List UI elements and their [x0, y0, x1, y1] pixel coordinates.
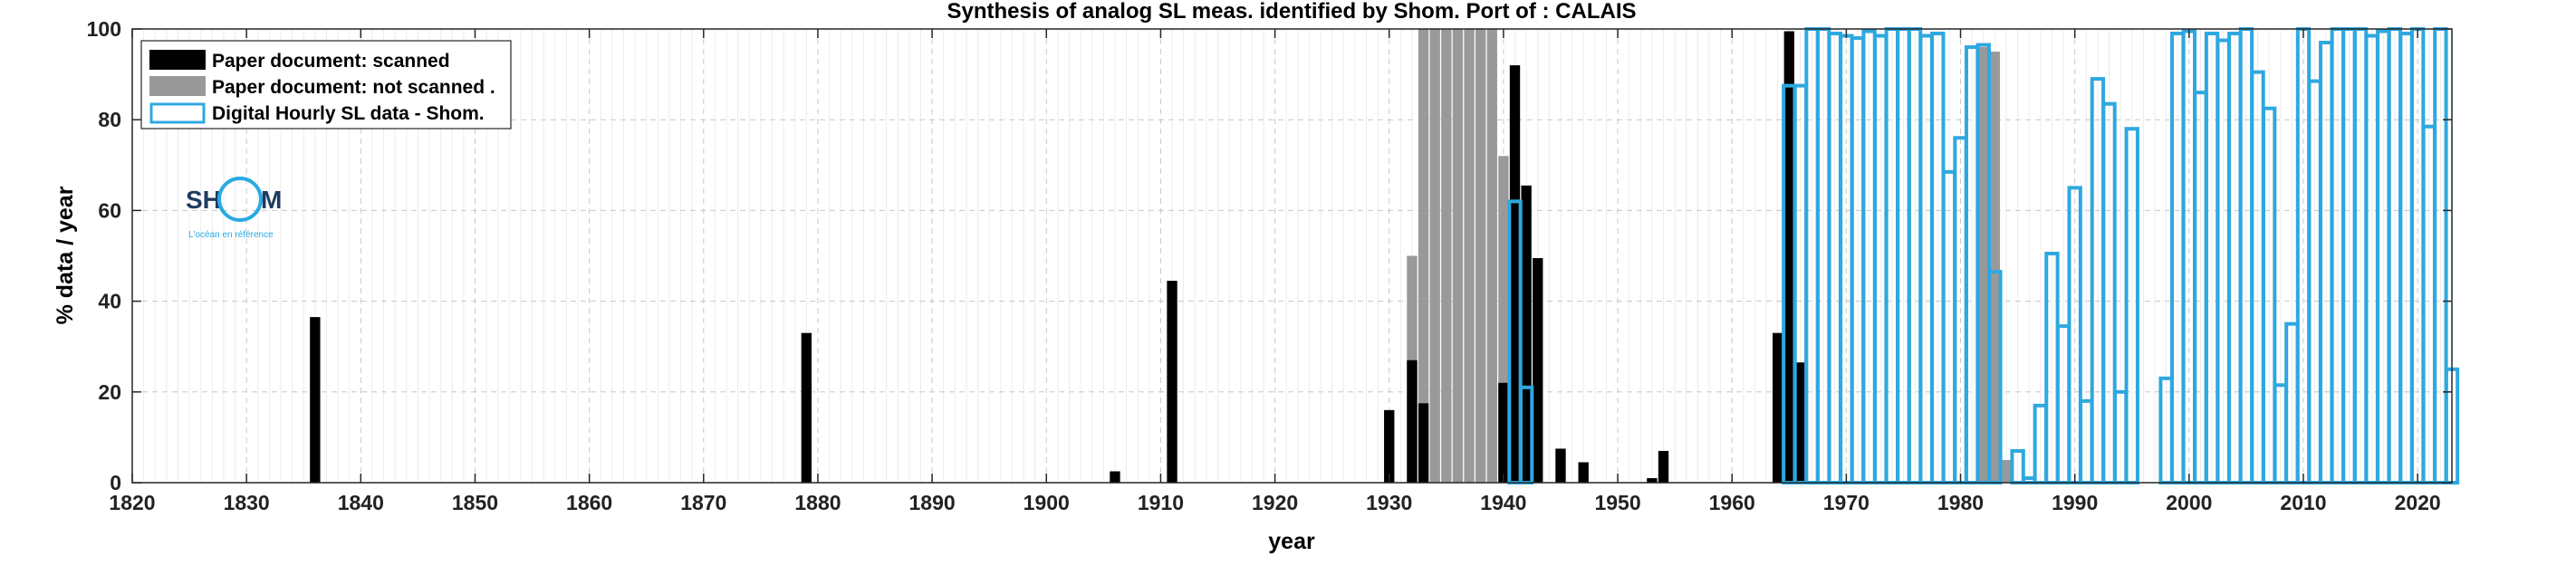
x-tick-label: 1920 [1252, 491, 1298, 514]
y-tick-label: 100 [87, 17, 121, 41]
legend-label-digital: Digital Hourly SL data - Shom. [212, 103, 485, 124]
shom-logo: SH M L'océan en référence [186, 177, 282, 240]
bar-scanned-1945 [1555, 448, 1566, 483]
bar-not-scanned-1938 [1475, 29, 1486, 483]
x-tick-label: 1890 [909, 491, 956, 514]
x-tick-label: 1980 [1937, 491, 1984, 514]
series-1 [310, 31, 1806, 483]
bar-scanned-1906 [1110, 471, 1120, 483]
legend-label-not-scanned: Paper document: not scanned . [212, 77, 495, 98]
bar-scanned-1947 [1578, 462, 1589, 483]
bar-scanned-1933 [1418, 403, 1429, 483]
logo-text-right: M [261, 186, 282, 214]
bar-scanned-1953 [1647, 477, 1658, 483]
x-tick-label: 1820 [109, 491, 155, 514]
logo-ring [217, 177, 263, 222]
bar-not-scanned-1935 [1441, 29, 1452, 483]
bar-scanned-1954 [1658, 450, 1669, 483]
bar-not-scanned-1933 [1418, 29, 1429, 483]
legend-swatch-digital [149, 102, 206, 124]
y-axis-label: % data / year [53, 186, 78, 324]
y-tick-label: 40 [98, 290, 121, 313]
legend-swatch-not-scanned [149, 76, 206, 96]
x-tick-label: 1860 [566, 491, 612, 514]
chart-title: Synthesis of analog SL meas. identified … [947, 0, 1637, 24]
x-tick-label: 1880 [794, 491, 841, 514]
bar-not-scanned-1936 [1452, 29, 1464, 483]
bar-scanned-1965 [1783, 31, 1794, 483]
x-tick-label: 1960 [1709, 491, 1755, 514]
legend-label-scanned: Paper document: scanned [212, 51, 450, 72]
x-tick-label: 1970 [1823, 491, 1870, 514]
x-tick-label: 1840 [338, 491, 384, 514]
bar-scanned-1964 [1772, 332, 1783, 483]
bar-not-scanned-1934 [1429, 29, 1440, 483]
legend-swatch-scanned [149, 50, 206, 70]
bar-not-scanned-1982 [1978, 47, 1989, 483]
x-axis-label: year [1268, 529, 1315, 554]
bar-not-scanned-1984 [2001, 459, 2012, 483]
x-tick-label: 2000 [2166, 491, 2212, 514]
bar-scanned-1879 [801, 332, 812, 483]
bar-scanned-1836 [310, 317, 321, 483]
x-tick-label: 1850 [452, 491, 498, 514]
plot-frame [131, 28, 2453, 484]
legend: Paper document: scanned Paper document: … [140, 40, 512, 130]
x-tick-label: 2020 [2395, 491, 2441, 514]
y-tick-label: 60 [98, 198, 121, 222]
logo-tagline: L'océan en référence [188, 230, 274, 240]
bar-scanned-1966 [1795, 362, 1806, 483]
bar-scanned-1940 [1498, 382, 1509, 483]
bar-scanned-1943 [1533, 258, 1543, 483]
bar-scanned-1941 [1509, 65, 1521, 483]
x-tick-label: 1950 [1594, 491, 1640, 514]
bar-scanned-1930 [1384, 409, 1395, 483]
x-tick-label: 1930 [1366, 491, 1412, 514]
logo-text-left: SH [186, 186, 221, 214]
x-tick-label: 1830 [224, 491, 270, 514]
bar-scanned-1911 [1167, 281, 1177, 483]
x-tick-label: 1900 [1024, 491, 1070, 514]
plot-area [132, 29, 2452, 483]
y-tick-label: 0 [110, 471, 121, 494]
y-tick-label: 80 [98, 108, 121, 131]
x-tick-label: 2010 [2280, 491, 2326, 514]
bar-not-scanned-1983 [1989, 52, 2001, 484]
y-tick-label: 20 [98, 380, 121, 404]
bar-scanned-1932 [1407, 360, 1418, 483]
x-tick-label: 1940 [1480, 491, 1526, 514]
x-tick-label: 1990 [2052, 491, 2098, 514]
bar-not-scanned-1939 [1486, 29, 1497, 483]
x-tick-label: 1870 [680, 491, 726, 514]
bar-not-scanned-1940 [1498, 156, 1509, 483]
x-tick-label: 1910 [1138, 491, 1184, 514]
bar-scanned-1942 [1521, 185, 1532, 483]
bar-not-scanned-1937 [1464, 29, 1475, 483]
